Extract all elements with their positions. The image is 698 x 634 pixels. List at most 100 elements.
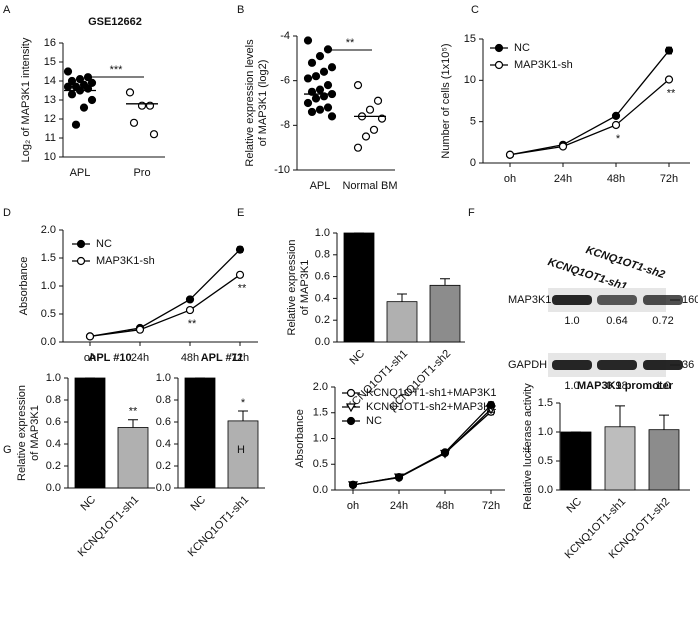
- error-bar: [440, 278, 450, 286]
- series-line: [89, 274, 241, 338]
- point: [327, 112, 337, 121]
- point: [87, 78, 97, 88]
- significance: **: [238, 283, 247, 295]
- bar: [604, 426, 636, 491]
- y-tick-label: 1.0: [313, 432, 328, 444]
- y-tick-label: 0.0: [46, 482, 61, 494]
- series-line: [352, 404, 492, 486]
- legend-label: KCNQ1OT1-sh1+MAP3K1: [366, 387, 497, 399]
- point: [611, 111, 621, 120]
- panel-letter: F: [468, 207, 475, 219]
- point: [611, 120, 621, 130]
- point: [361, 132, 371, 141]
- point: [323, 45, 333, 54]
- bar: [429, 284, 461, 343]
- significance: **: [667, 87, 676, 99]
- point: [235, 245, 245, 254]
- x-tick-label: oh: [347, 500, 359, 512]
- error-bar: [128, 419, 138, 428]
- y-tick-label: 1.0: [315, 227, 330, 239]
- x-tick-label: 24h: [131, 352, 149, 364]
- protein-name: GAPDH: [508, 359, 547, 371]
- significance: **: [129, 406, 138, 418]
- y-tick-label: 0.6: [315, 271, 330, 283]
- y-tick-label: 0.8: [156, 394, 171, 406]
- panel-letter: I: [527, 444, 530, 456]
- point: [323, 81, 333, 90]
- y-tick-label: 0.8: [46, 394, 61, 406]
- y-axis-label: Log₂ of MAP3K1 intensity: [20, 37, 32, 162]
- x-tick-label: 24h: [390, 500, 408, 512]
- point: [311, 72, 321, 81]
- y-tick-label: 0.0: [156, 482, 171, 494]
- y-tick-label: 0.4: [46, 438, 61, 450]
- y-axis-label: of MAP3K1: [29, 405, 41, 461]
- band: [552, 360, 592, 370]
- bar: [184, 377, 216, 489]
- x-tick-label: NC: [78, 494, 98, 514]
- bar: [227, 420, 259, 489]
- y-axis-label: Relative luciferase activity: [522, 383, 534, 510]
- chart-title: APL #11: [201, 352, 244, 364]
- point: [315, 51, 325, 61]
- x-tick-label: 72h: [231, 352, 249, 364]
- significance: **: [188, 318, 197, 330]
- point: [319, 67, 329, 76]
- point: [327, 63, 337, 72]
- size-marker: 160: [682, 294, 698, 306]
- panel-letter: H: [237, 444, 245, 456]
- x-tick-label: 48h: [436, 500, 454, 512]
- y-tick-label: 13: [44, 94, 56, 106]
- y-tick-label: 0.8: [315, 249, 330, 261]
- x-tick-label: 72h: [482, 500, 500, 512]
- y-tick-label: -10: [274, 164, 290, 176]
- panel-letter: E: [237, 207, 244, 219]
- error-bar: [397, 293, 407, 302]
- y-tick-label: 0.5: [313, 458, 328, 470]
- y-axis-label: Number of cells (1x10⁵): [440, 43, 452, 158]
- point: [67, 76, 77, 86]
- panel-letter: A: [3, 4, 11, 16]
- point: [394, 473, 404, 482]
- y-tick-label: 1.0: [46, 372, 61, 384]
- error-bar: [659, 414, 669, 430]
- x-tick-label: 24h: [554, 173, 572, 185]
- point: [85, 332, 95, 341]
- y-axis-label: Relative expression: [286, 240, 298, 336]
- panel-letter: B: [237, 4, 244, 16]
- point: [373, 96, 383, 105]
- point: [348, 480, 358, 489]
- bar: [386, 301, 418, 343]
- y-axis-label: Absorbance: [18, 257, 30, 316]
- bar: [648, 429, 680, 491]
- chart-title: MAP3K1 promoter: [577, 380, 674, 392]
- point: [315, 105, 325, 114]
- y-tick-label: 0.0: [313, 484, 328, 496]
- legend-label: MAP3K1-sh: [96, 255, 155, 267]
- bar: [74, 377, 106, 489]
- y-tick-label: 1.0: [41, 280, 56, 292]
- x-tick-label: Normal BM: [342, 180, 397, 192]
- band-quant: 1.0: [655, 380, 670, 392]
- y-tick-label: 16: [44, 37, 56, 49]
- point: [664, 46, 674, 55]
- legend-label: MAP3K1-sh: [514, 59, 573, 71]
- x-tick-label: 48h: [181, 352, 199, 364]
- point: [135, 325, 145, 334]
- y-tick-label: 1.5: [41, 252, 56, 264]
- x-tick-label: APL: [310, 180, 331, 192]
- y-tick-label: 2.0: [313, 381, 328, 393]
- bar: [117, 427, 149, 489]
- point: [353, 81, 363, 90]
- y-tick-label: 0.2: [156, 460, 171, 472]
- point: [185, 305, 195, 315]
- band-quant: 1.0: [564, 315, 579, 327]
- point: [87, 95, 97, 105]
- y-tick-label: 0.4: [156, 438, 171, 450]
- y-tick-label: 14: [44, 75, 56, 87]
- y-tick-label: 0.2: [46, 460, 61, 472]
- point: [315, 85, 325, 94]
- legend-marker: [346, 388, 356, 398]
